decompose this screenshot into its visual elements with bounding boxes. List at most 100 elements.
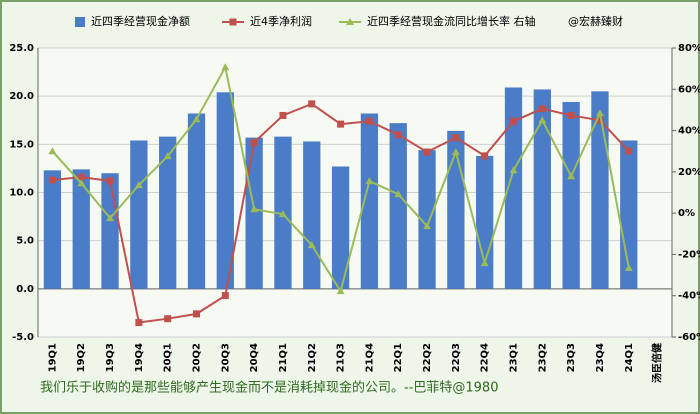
y2-tick-label: 60% bbox=[678, 84, 700, 95]
marker bbox=[221, 292, 229, 300]
y2-tick-label: 40% bbox=[678, 126, 700, 137]
y-tick-label: 0.0 bbox=[16, 284, 34, 295]
x-tick-label: 19Q2 bbox=[76, 343, 87, 372]
marker bbox=[423, 222, 432, 230]
legend-label: 近四季经营现金流同比增长率 右轴 bbox=[367, 14, 536, 28]
y-tick-label: 25.0 bbox=[9, 43, 34, 54]
marker bbox=[48, 147, 57, 155]
y2-tick-label: -40% bbox=[678, 291, 700, 302]
x-tick-label: 19Q1 bbox=[47, 343, 58, 372]
legend-swatch bbox=[75, 17, 85, 27]
marker bbox=[481, 152, 489, 160]
legend-marker bbox=[346, 18, 354, 25]
marker bbox=[250, 205, 259, 213]
marker bbox=[337, 120, 345, 128]
marker bbox=[567, 172, 576, 180]
marker bbox=[135, 319, 143, 327]
marker bbox=[106, 214, 115, 222]
marker bbox=[538, 105, 546, 113]
marker bbox=[451, 148, 460, 156]
marker bbox=[423, 148, 431, 156]
marker bbox=[106, 177, 114, 185]
bar bbox=[216, 92, 234, 289]
legend-label: 近四季经营现金净额 bbox=[91, 14, 190, 28]
y2-tick-label: 20% bbox=[678, 167, 700, 178]
marker bbox=[480, 259, 489, 267]
marker bbox=[308, 100, 316, 108]
x-tick-label: 21Q1 bbox=[278, 343, 289, 372]
x-tick-label: 20Q3 bbox=[220, 343, 231, 372]
y2-tick-label: -60% bbox=[678, 332, 700, 343]
marker bbox=[163, 152, 172, 160]
y-tick-label: -5.0 bbox=[12, 332, 34, 343]
y-tick-label: 10.0 bbox=[9, 188, 34, 199]
x-tick-label: 24Q1 bbox=[624, 343, 635, 372]
bar bbox=[43, 170, 62, 289]
x-tick-label: 21Q4 bbox=[364, 343, 375, 372]
marker bbox=[624, 264, 633, 272]
marker bbox=[595, 109, 604, 117]
x-tick-label: 23Q3 bbox=[566, 343, 577, 372]
x-tick-label: 19Q3 bbox=[105, 343, 116, 372]
x-tick-label: 21Q3 bbox=[336, 343, 347, 372]
x-tick-label: 23Q1 bbox=[509, 343, 520, 372]
marker bbox=[192, 115, 201, 123]
marker bbox=[77, 173, 85, 181]
bar bbox=[533, 89, 551, 289]
marker bbox=[394, 131, 402, 139]
footnote: 我们乐于收购的是那些能够产生现金而不是消耗掉现金的公司。--巴菲特@1980 bbox=[40, 380, 498, 396]
bar bbox=[620, 140, 638, 289]
marker bbox=[278, 210, 287, 218]
marker bbox=[48, 176, 56, 184]
marker bbox=[221, 63, 230, 71]
legend-label: 近4季净利润 bbox=[250, 14, 312, 28]
y2-tick-label: 80% bbox=[678, 43, 700, 54]
x-tick-label: 20Q4 bbox=[249, 343, 260, 372]
bar bbox=[360, 113, 379, 289]
x-tick-label: 20Q2 bbox=[192, 343, 203, 372]
bar bbox=[187, 113, 206, 289]
marker bbox=[250, 138, 258, 146]
bar bbox=[504, 87, 523, 289]
marker bbox=[365, 117, 373, 125]
marker bbox=[538, 116, 547, 124]
marker bbox=[164, 315, 172, 323]
y2-tick-label: 0% bbox=[678, 208, 695, 219]
marker bbox=[567, 111, 575, 119]
bar bbox=[245, 137, 263, 289]
bar bbox=[418, 150, 436, 289]
x-tick-label: 汤臣倍健 bbox=[651, 343, 664, 383]
legend-marker bbox=[229, 18, 237, 26]
bar bbox=[476, 155, 494, 289]
marker bbox=[509, 166, 518, 174]
x-tick-label: 22Q1 bbox=[393, 343, 404, 372]
bar bbox=[389, 123, 407, 289]
marker bbox=[336, 287, 345, 295]
y2-tick-label: -20% bbox=[678, 249, 700, 260]
marker bbox=[452, 134, 460, 142]
marker bbox=[596, 116, 604, 124]
marker bbox=[510, 117, 517, 125]
x-tick-label: 22Q4 bbox=[480, 343, 491, 372]
y-tick-label: 15.0 bbox=[9, 139, 34, 150]
x-tick-label: 23Q2 bbox=[537, 343, 548, 372]
x-tick-label: 22Q2 bbox=[422, 343, 433, 372]
y-tick-label: 20.0 bbox=[9, 91, 34, 102]
bar bbox=[130, 140, 148, 289]
bar bbox=[331, 166, 350, 289]
x-tick-label: 19Q4 bbox=[134, 343, 145, 372]
x-tick-label: 21Q2 bbox=[307, 343, 318, 372]
bar bbox=[101, 173, 119, 289]
x-tick-label: 23Q4 bbox=[595, 343, 606, 372]
bar bbox=[72, 169, 90, 289]
marker bbox=[307, 241, 316, 249]
marker bbox=[134, 181, 143, 189]
marker bbox=[394, 190, 403, 198]
y-tick-label: 5.0 bbox=[16, 236, 34, 247]
bar bbox=[303, 141, 321, 289]
marker bbox=[279, 111, 287, 119]
bar bbox=[562, 101, 580, 289]
marker bbox=[193, 310, 200, 318]
x-tick-label: 22Q3 bbox=[451, 343, 462, 372]
